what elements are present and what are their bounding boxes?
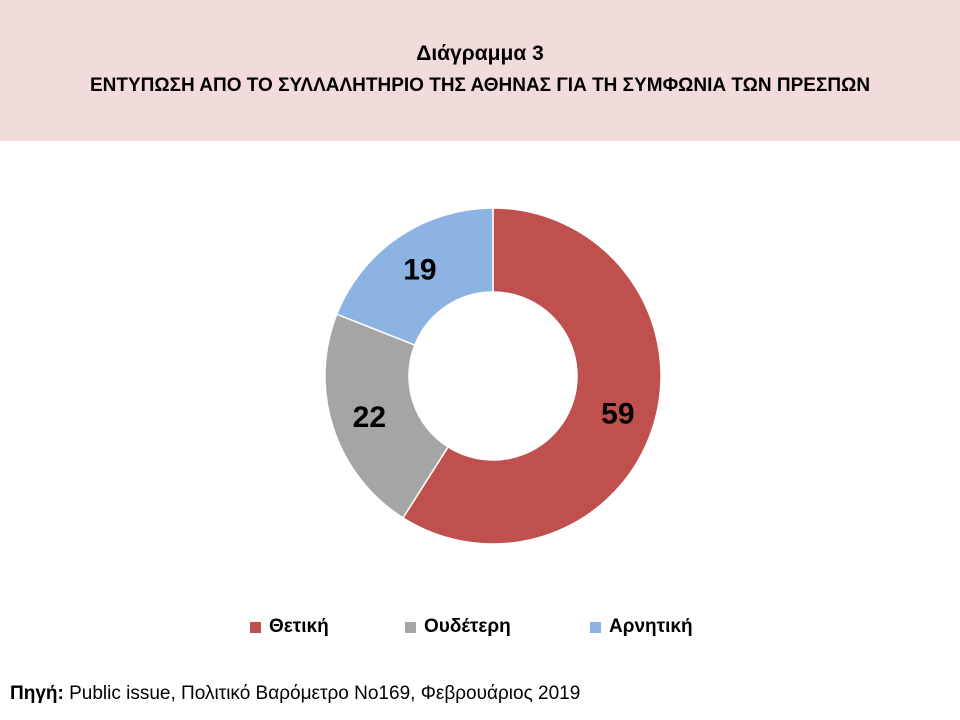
- legend-item-3: Αρνητική: [590, 616, 693, 638]
- donut-slice-label-2: 22: [353, 401, 386, 434]
- donut-slice-label-3: 19: [403, 253, 436, 286]
- chart-title: Διάγραμμα 3: [416, 42, 544, 65]
- source-note: Πηγή: Public issue, Πολιτικό Βαρόμετρο Ν…: [10, 683, 580, 705]
- donut-slice-3: [335, 207, 494, 347]
- chart-legend: Θετική Ουδέτερη Αρνητική: [0, 616, 960, 640]
- legend-label-1: Θετική: [269, 616, 329, 637]
- legend-swatch-1: [250, 621, 261, 633]
- donut-slice-2: [324, 313, 450, 519]
- source-text: Public issue, Πολιτικό Βαρόμετρο Νο169, …: [63, 683, 581, 704]
- source-label: Πηγή:: [10, 683, 64, 704]
- legend-swatch-3: [590, 621, 601, 633]
- donut-chart: 59 22 19: [324, 207, 662, 545]
- legend-label-2: Ουδέτερη: [424, 616, 511, 637]
- legend-swatch-2: [405, 621, 416, 633]
- legend-item-2: Ουδέτερη: [405, 616, 511, 638]
- legend-label-3: Αρνητική: [609, 616, 693, 637]
- legend-item-1: Θετική: [250, 616, 329, 638]
- chart-subtitle: ΕΝΤΥΠΩΣΗ ΑΠΟ ΤΟ ΣΥΛΛΑΛΗΤΗΡΙΟ ΤΗΣ ΑΘΗΝΑΣ …: [89, 75, 871, 96]
- donut-slice-label-1: 59: [601, 397, 634, 430]
- donut-slice-1: [401, 207, 662, 545]
- chart-header: Διάγραμμα 3 ΕΝΤΥΠΩΣΗ ΑΠΟ ΤΟ ΣΥΛΛΑΛΗΤΗΡΙΟ…: [0, 0, 960, 141]
